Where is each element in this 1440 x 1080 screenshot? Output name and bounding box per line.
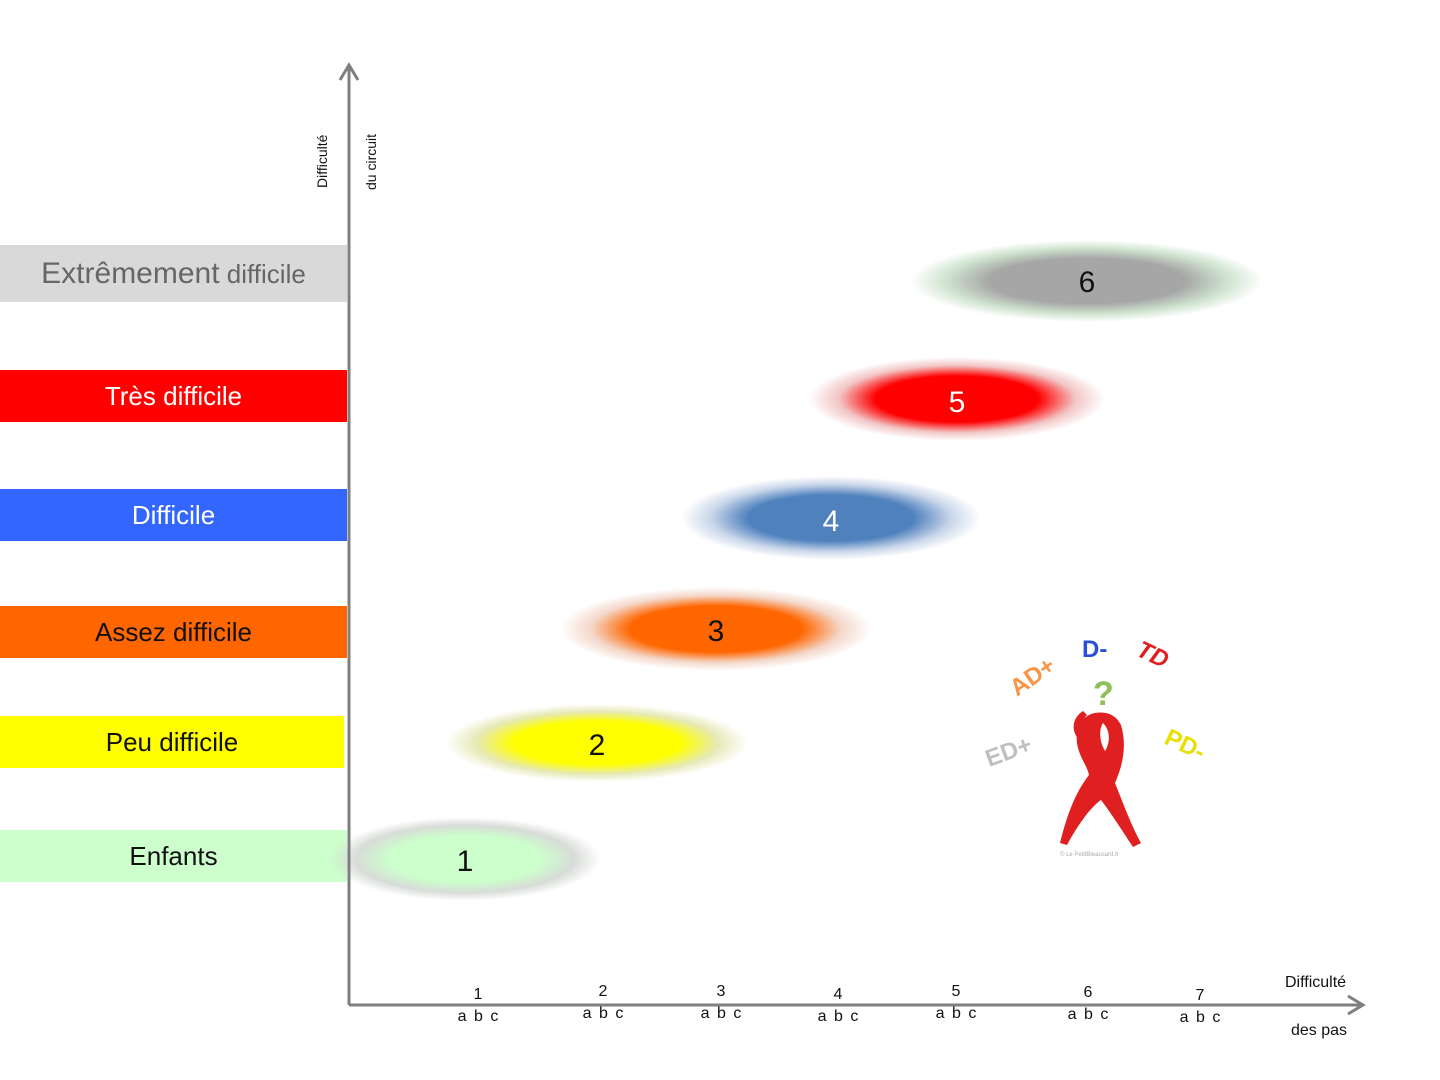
- level-band-3: Assez difficile: [0, 606, 347, 658]
- x-tick-1: 1 a b c: [458, 984, 499, 1028]
- level-number-2: 2: [588, 729, 606, 762]
- level-label-main: Extrêmement: [41, 256, 220, 290]
- x-tick-number: 1: [473, 986, 483, 1003]
- y-axis-arrow: [338, 62, 360, 81]
- level-number-6: 6: [1078, 266, 1096, 299]
- x-tick-number: 2: [598, 983, 608, 1000]
- level-label: Difficile: [131, 499, 216, 530]
- x-tick-sub: a b c: [1067, 1006, 1109, 1023]
- x-tick-number: 6: [1083, 984, 1093, 1001]
- grade-ed-plus: ED+: [982, 731, 1036, 773]
- level-number-5: 5: [948, 386, 966, 419]
- x-tick-sub: a b c: [582, 1005, 624, 1022]
- x-tick-3: 3 a b c: [701, 981, 742, 1025]
- level-band-1: Enfants: [0, 830, 347, 882]
- level-label: Peu difficile: [105, 726, 239, 757]
- logo-credit: © Le PetitBleausard.fr: [1060, 852, 1119, 858]
- grade-pd-minus: PD-: [1160, 724, 1209, 766]
- x-tick-4: 4 a b c: [818, 984, 859, 1028]
- climber-logo: AD+ D- TD ED+ PD- ?: [982, 636, 1209, 847]
- x-tick-sub: a b c: [935, 1005, 977, 1022]
- climber-figure-icon: [1060, 712, 1141, 847]
- x-tick-sub: a b c: [700, 1005, 742, 1022]
- level-blob-4: [681, 476, 981, 560]
- x-tick-sub: a b c: [1179, 1009, 1221, 1026]
- x-tick-7: 7 a b c: [1180, 985, 1221, 1029]
- grade-td: TD: [1132, 636, 1172, 674]
- level-band-4: Difficile: [0, 489, 347, 541]
- grade-ad-plus: AD+: [1005, 652, 1060, 702]
- level-band-5: Très difficile: [0, 370, 347, 422]
- climber-arm-icon: [1073, 711, 1087, 737]
- level-band-6: Extrêmement difficile: [0, 245, 347, 302]
- level-label: Très difficile: [104, 380, 243, 411]
- x-tick-number: 4: [833, 986, 843, 1003]
- grade-d-minus: D-: [1082, 636, 1107, 663]
- level-label: Assez difficile: [94, 616, 253, 647]
- level-blob-2: [446, 704, 748, 782]
- x-tick-number: 7: [1195, 987, 1205, 1004]
- level-band-2: Peu difficile: [0, 716, 344, 768]
- x-axis-label-line2: des pas: [1291, 1022, 1348, 1039]
- level-blob-3: [560, 587, 872, 671]
- level-blob-6: [911, 240, 1263, 322]
- level-blob-1: [329, 817, 601, 901]
- x-axis-label-line1: Difficulté: [1285, 974, 1347, 991]
- level-number-4: 4: [822, 505, 840, 538]
- x-tick-number: 3: [716, 983, 726, 1000]
- x-axis-arrow: [1347, 994, 1366, 1016]
- x-tick-sub: a b c: [817, 1008, 859, 1025]
- x-tick-sub: a b c: [457, 1008, 499, 1025]
- question-icon: ?: [1093, 675, 1114, 713]
- x-tick-number: 5: [951, 983, 961, 1000]
- level-number-1: 1: [456, 845, 474, 878]
- level-label-rest: difficile: [226, 258, 306, 289]
- level-label: Enfants: [129, 840, 218, 871]
- x-tick-6: 6 a b c: [1068, 982, 1109, 1026]
- x-tick-2: 2 a b c: [583, 981, 624, 1025]
- x-tick-5: 5 a b c: [936, 981, 977, 1025]
- level-number-3: 3: [707, 615, 725, 648]
- level-blob-5: [809, 357, 1105, 441]
